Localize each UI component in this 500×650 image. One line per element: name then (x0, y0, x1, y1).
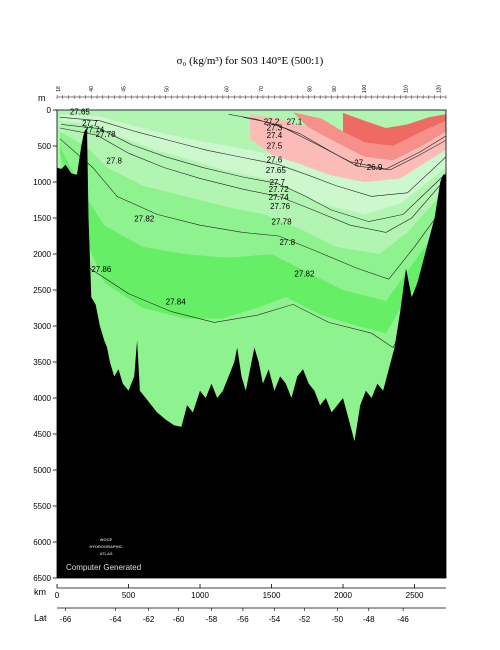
station-label: 100 (362, 85, 368, 94)
contour-label: 27 (354, 159, 363, 168)
plot-frame (56, 109, 447, 579)
band-27.4 (250, 114, 446, 182)
contour-label: 27.5 (267, 141, 283, 150)
x-tick-label: 0 (55, 591, 60, 600)
lat-tick-label: -62 (143, 615, 155, 624)
chart-title: σ₀ (kg/m³) for S03 140°E (500:1) (177, 55, 324, 67)
contour-label: 27.78 (272, 218, 293, 227)
station-label: 18 (56, 86, 62, 92)
lat-tick-label: -58 (206, 615, 218, 624)
y-tick-label: 1000 (33, 178, 51, 187)
y-tick-label: 3500 (33, 358, 51, 367)
x-tick-label: 1000 (191, 591, 209, 600)
axes: 0500100015002000250030003500400045005000… (33, 95, 447, 624)
plot-area (57, 110, 446, 578)
contour-label: 27.1 (287, 118, 303, 127)
station-label: 50 (165, 86, 171, 92)
computer-generated-label: Computer Generated (66, 563, 141, 572)
contour-label: 27.65 (70, 107, 91, 116)
contour-label: 27.4 (267, 131, 283, 140)
band-27.7 (59, 120, 446, 254)
contour-label: 27.3 (267, 123, 283, 132)
contour-line-6 (228, 114, 446, 170)
station-label: 110 (403, 85, 409, 93)
y-tick-label: 0 (47, 106, 52, 115)
distance-unit-label: km (34, 587, 46, 597)
contour-label: 27.78 (96, 130, 117, 139)
y-tick-label: 1500 (33, 214, 51, 223)
contour-label: 27.72 (269, 185, 290, 194)
contour-label: 27.76 (270, 202, 291, 211)
lat-tick-label: -66 (60, 615, 72, 624)
seafloor-bathymetry (57, 128, 446, 578)
contour-label: 26.9 (367, 163, 383, 172)
latitude-axis-label: Lat (34, 613, 47, 623)
band-27.2 (293, 112, 446, 161)
watermark-line3: ATLAS (99, 551, 112, 556)
lat-tick-label: -60 (173, 615, 185, 624)
x-tick-label: 2000 (334, 591, 352, 600)
contour-label: 27.6 (267, 156, 283, 165)
x-tick-label: 2500 (406, 591, 424, 600)
station-label: 40 (89, 86, 95, 92)
station-label: 90 (332, 86, 338, 92)
lat-tick-label: -52 (299, 615, 311, 624)
contour-line-2 (59, 138, 446, 280)
y-tick-label: 2000 (33, 250, 51, 259)
contour-label: 27.74 (84, 125, 105, 134)
y-tick-label: 5500 (33, 502, 51, 511)
depth-unit-label: m (38, 93, 46, 103)
contour-label: 27.82 (134, 215, 155, 224)
band-27.6 (59, 114, 446, 215)
y-tick-label: 3000 (33, 322, 51, 331)
station-label: 45 (122, 86, 128, 92)
contour-line-4 (61, 124, 446, 222)
y-tick-label: 2500 (33, 286, 51, 295)
y-tick-label: 500 (38, 142, 52, 151)
station-label: 60 (225, 86, 231, 92)
contour-label: 27.8 (279, 238, 295, 247)
section-layers (57, 110, 446, 578)
station-label: 80 (308, 86, 314, 92)
contour-label: 27.82 (294, 269, 315, 278)
contour-label: 27.2 (264, 118, 280, 127)
station-labels: 18 40 45 50 60 70 80 90 100 110 120 (56, 85, 442, 94)
contour-labels: 27.2 27.127.327.427.526.92727.627.6527.72… (70, 107, 383, 306)
band-27.82 (59, 146, 446, 334)
band-27.0 (343, 112, 446, 146)
lat-tick-label: -48 (363, 615, 375, 624)
contour-label: 27.65 (266, 166, 287, 175)
contour-line-0 (59, 116, 446, 197)
x-tick-label: 1500 (263, 591, 281, 600)
lat-tick-label: -56 (237, 615, 249, 624)
contour-line-1 (59, 127, 446, 233)
y-tick-label: 5000 (33, 466, 51, 475)
lat-tick-label: -54 (269, 615, 281, 624)
watermark-line1: WOCE (100, 537, 113, 542)
lat-tick-label: -50 (332, 615, 344, 624)
contour-label: 27.7 (269, 178, 285, 187)
station-label: 70 (259, 86, 265, 92)
y-tick-label: 6500 (33, 574, 51, 583)
watermark-line2: HYDROGRAPHIC (90, 544, 123, 549)
contour-label: 27.74 (269, 193, 290, 202)
band-27.78 (59, 131, 446, 301)
y-tick-label: 4500 (33, 430, 51, 439)
contour-label: 27.7 (82, 119, 98, 128)
contour-label: 27.84 (166, 298, 187, 307)
contour-label: 27.8 (106, 156, 122, 165)
y-tick-label: 4000 (33, 394, 51, 403)
lat-tick-label: -46 (397, 615, 409, 624)
y-tick-label: 6000 (33, 538, 51, 547)
station-label: 120 (436, 85, 442, 94)
x-tick-label: 500 (122, 591, 136, 600)
contour-label: 27.86 (91, 265, 112, 274)
lat-tick-label: -64 (110, 615, 122, 624)
